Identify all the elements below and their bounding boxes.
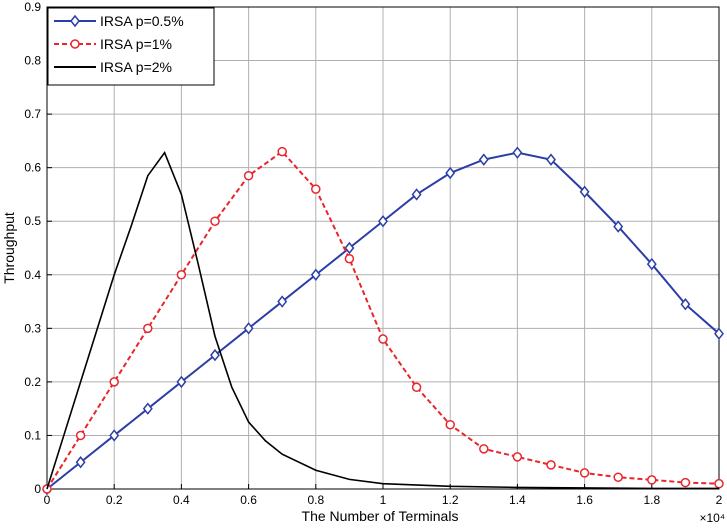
data-point bbox=[579, 185, 590, 198]
data-point bbox=[243, 322, 254, 335]
y-tick-label: 0.6 bbox=[24, 161, 41, 175]
data-point bbox=[344, 241, 355, 255]
x-axis-label: The Number of Terminals bbox=[302, 508, 459, 524]
y-tick-label: 0.3 bbox=[24, 321, 41, 335]
data-point bbox=[411, 188, 422, 201]
data-point bbox=[243, 170, 254, 181]
y-tick-label: 0.2 bbox=[24, 375, 41, 389]
data-point bbox=[176, 375, 187, 389]
x-tick-label: 2 bbox=[716, 493, 723, 507]
data-point bbox=[714, 478, 724, 489]
legend-marker bbox=[70, 39, 80, 49]
data-point bbox=[310, 268, 321, 281]
x-tick-label: 1.6 bbox=[576, 493, 593, 507]
data-point bbox=[378, 215, 388, 228]
data-point bbox=[142, 402, 153, 415]
legend-label: IRSA p=1% bbox=[100, 36, 172, 52]
legend: IRSA p=0.5% IRSA p=1% IRSA p=2% bbox=[47, 7, 215, 86]
data-point bbox=[311, 184, 321, 194]
legend-label: IRSA p=2% bbox=[100, 59, 172, 75]
y-tick-label: 0.9 bbox=[24, 0, 41, 14]
data-point bbox=[512, 452, 523, 462]
data-point bbox=[445, 419, 455, 430]
x-tick-label: 1.8 bbox=[643, 493, 660, 507]
data-point bbox=[75, 456, 86, 469]
data-point bbox=[210, 216, 220, 226]
x-tick-label: 0.6 bbox=[240, 493, 257, 507]
data-point bbox=[210, 348, 220, 362]
data-point bbox=[647, 475, 657, 485]
data-point bbox=[109, 377, 119, 387]
data-point bbox=[546, 460, 556, 470]
data-point bbox=[109, 429, 120, 442]
data-point bbox=[344, 253, 355, 264]
series-line bbox=[46, 151, 719, 490]
data-point bbox=[176, 270, 187, 280]
data-point bbox=[579, 468, 590, 478]
data-point bbox=[277, 295, 288, 308]
series-group bbox=[42, 146, 724, 496]
data-point bbox=[479, 444, 489, 454]
data-point bbox=[411, 382, 422, 392]
legend-label: IRSA p=0.5% bbox=[100, 13, 184, 29]
data-point bbox=[714, 327, 724, 340]
y-tick-label: 0.5 bbox=[24, 214, 41, 228]
data-point bbox=[680, 477, 691, 488]
data-point bbox=[680, 298, 691, 311]
x-tick-label: 1.4 bbox=[509, 493, 526, 507]
data-point bbox=[478, 153, 489, 166]
data-point bbox=[277, 146, 287, 157]
legend-marker bbox=[70, 14, 80, 28]
data-point bbox=[143, 323, 153, 334]
y-axis-label: Throughput bbox=[1, 212, 17, 284]
y-tick-label: 0.4 bbox=[24, 268, 41, 282]
data-point bbox=[445, 166, 456, 180]
x-tick-label: 0.2 bbox=[106, 493, 123, 507]
x-tick-label: 0 bbox=[44, 493, 51, 507]
series-2 bbox=[42, 146, 724, 494]
y-tick-label: 0.8 bbox=[24, 54, 41, 68]
data-point bbox=[613, 220, 624, 233]
x-axis-multiplier: ×10⁴ bbox=[699, 511, 725, 525]
axis-ticks: 0 0.2 0.4 0.6 0.8 1 1.2 1.4 1.6 1.8 2 0 0.1 0.2 0.3 0.4… bbox=[24, 0, 722, 507]
y-tick-label: 0.1 bbox=[24, 428, 41, 442]
data-point bbox=[378, 334, 388, 344]
data-point bbox=[512, 146, 523, 159]
y-tick-label: 0.7 bbox=[24, 107, 41, 121]
series-3 bbox=[46, 151, 719, 490]
y-tick-label: 0 bbox=[34, 482, 41, 496]
data-point bbox=[546, 153, 556, 166]
data-point bbox=[646, 257, 657, 271]
series-1 bbox=[42, 146, 724, 496]
x-tick-label: 1.2 bbox=[442, 493, 459, 507]
x-tick-label: 0.8 bbox=[307, 493, 324, 507]
data-point bbox=[75, 430, 86, 441]
x-tick-label: 1 bbox=[380, 493, 387, 507]
x-tick-label: 0.4 bbox=[173, 493, 190, 507]
data-point bbox=[613, 472, 623, 482]
